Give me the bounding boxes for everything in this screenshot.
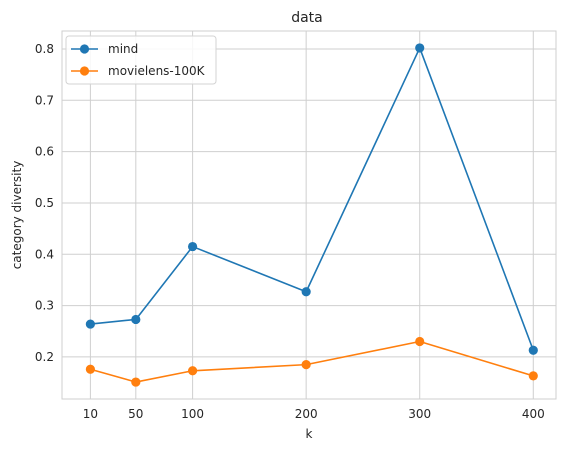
- y-tick-label: 0.7: [35, 93, 54, 107]
- data-point-mind: [528, 345, 538, 355]
- legend-label: movielens-100K: [108, 64, 206, 78]
- x-tick-label: 100: [181, 407, 204, 421]
- legend-label: mind: [108, 42, 138, 56]
- data-point-mind: [187, 241, 198, 252]
- data-point-movielens-100k: [528, 371, 538, 381]
- data-point-movielens-100k: [187, 366, 198, 376]
- x-tick-label: 300: [408, 407, 431, 421]
- plot-frame: [61, 30, 557, 400]
- series: [85, 43, 538, 387]
- data-point-mind: [85, 319, 95, 329]
- chart-title: data: [291, 10, 323, 26]
- y-tick-label: 0.6: [35, 145, 54, 159]
- y-tick-label: 0.8: [35, 42, 54, 56]
- data-point-movielens-100k: [415, 336, 425, 347]
- y-tick-label: 0.2: [35, 350, 54, 364]
- y-tick-label: 0.3: [35, 299, 54, 313]
- x-axis-ticks: 10 50 100 200 300 400: [83, 407, 545, 421]
- data-point-movielens-100k: [85, 364, 95, 374]
- data-point-mind: [301, 287, 311, 297]
- y-axis-ticks: 0.2 0.3 0.4 0.5 0.6 0.7 0.8: [35, 42, 54, 364]
- data-point-mind: [415, 43, 425, 53]
- y-axis-label: category diversity: [10, 161, 24, 270]
- legend-marker: [79, 66, 90, 76]
- legend: mind movielens-100K: [65, 35, 217, 85]
- legend-box: [65, 35, 217, 85]
- legend-marker: [79, 44, 90, 54]
- x-axis-label: k: [306, 427, 313, 441]
- y-tick-label: 0.4: [35, 247, 54, 261]
- series-line-movielens-100k: [90, 340, 534, 383]
- x-tick-label: 10: [83, 407, 98, 421]
- y-tick-label: 0.5: [35, 196, 54, 210]
- x-tick-label: 50: [128, 407, 143, 421]
- x-tick-label: 400: [522, 407, 545, 421]
- x-tick-label: 200: [295, 407, 318, 421]
- data-point-movielens-100k: [301, 360, 311, 370]
- data-point-mind: [131, 314, 141, 325]
- data-point-movielens-100k: [131, 377, 141, 387]
- grid: [62, 31, 556, 399]
- series-line-mind: [90, 47, 535, 351]
